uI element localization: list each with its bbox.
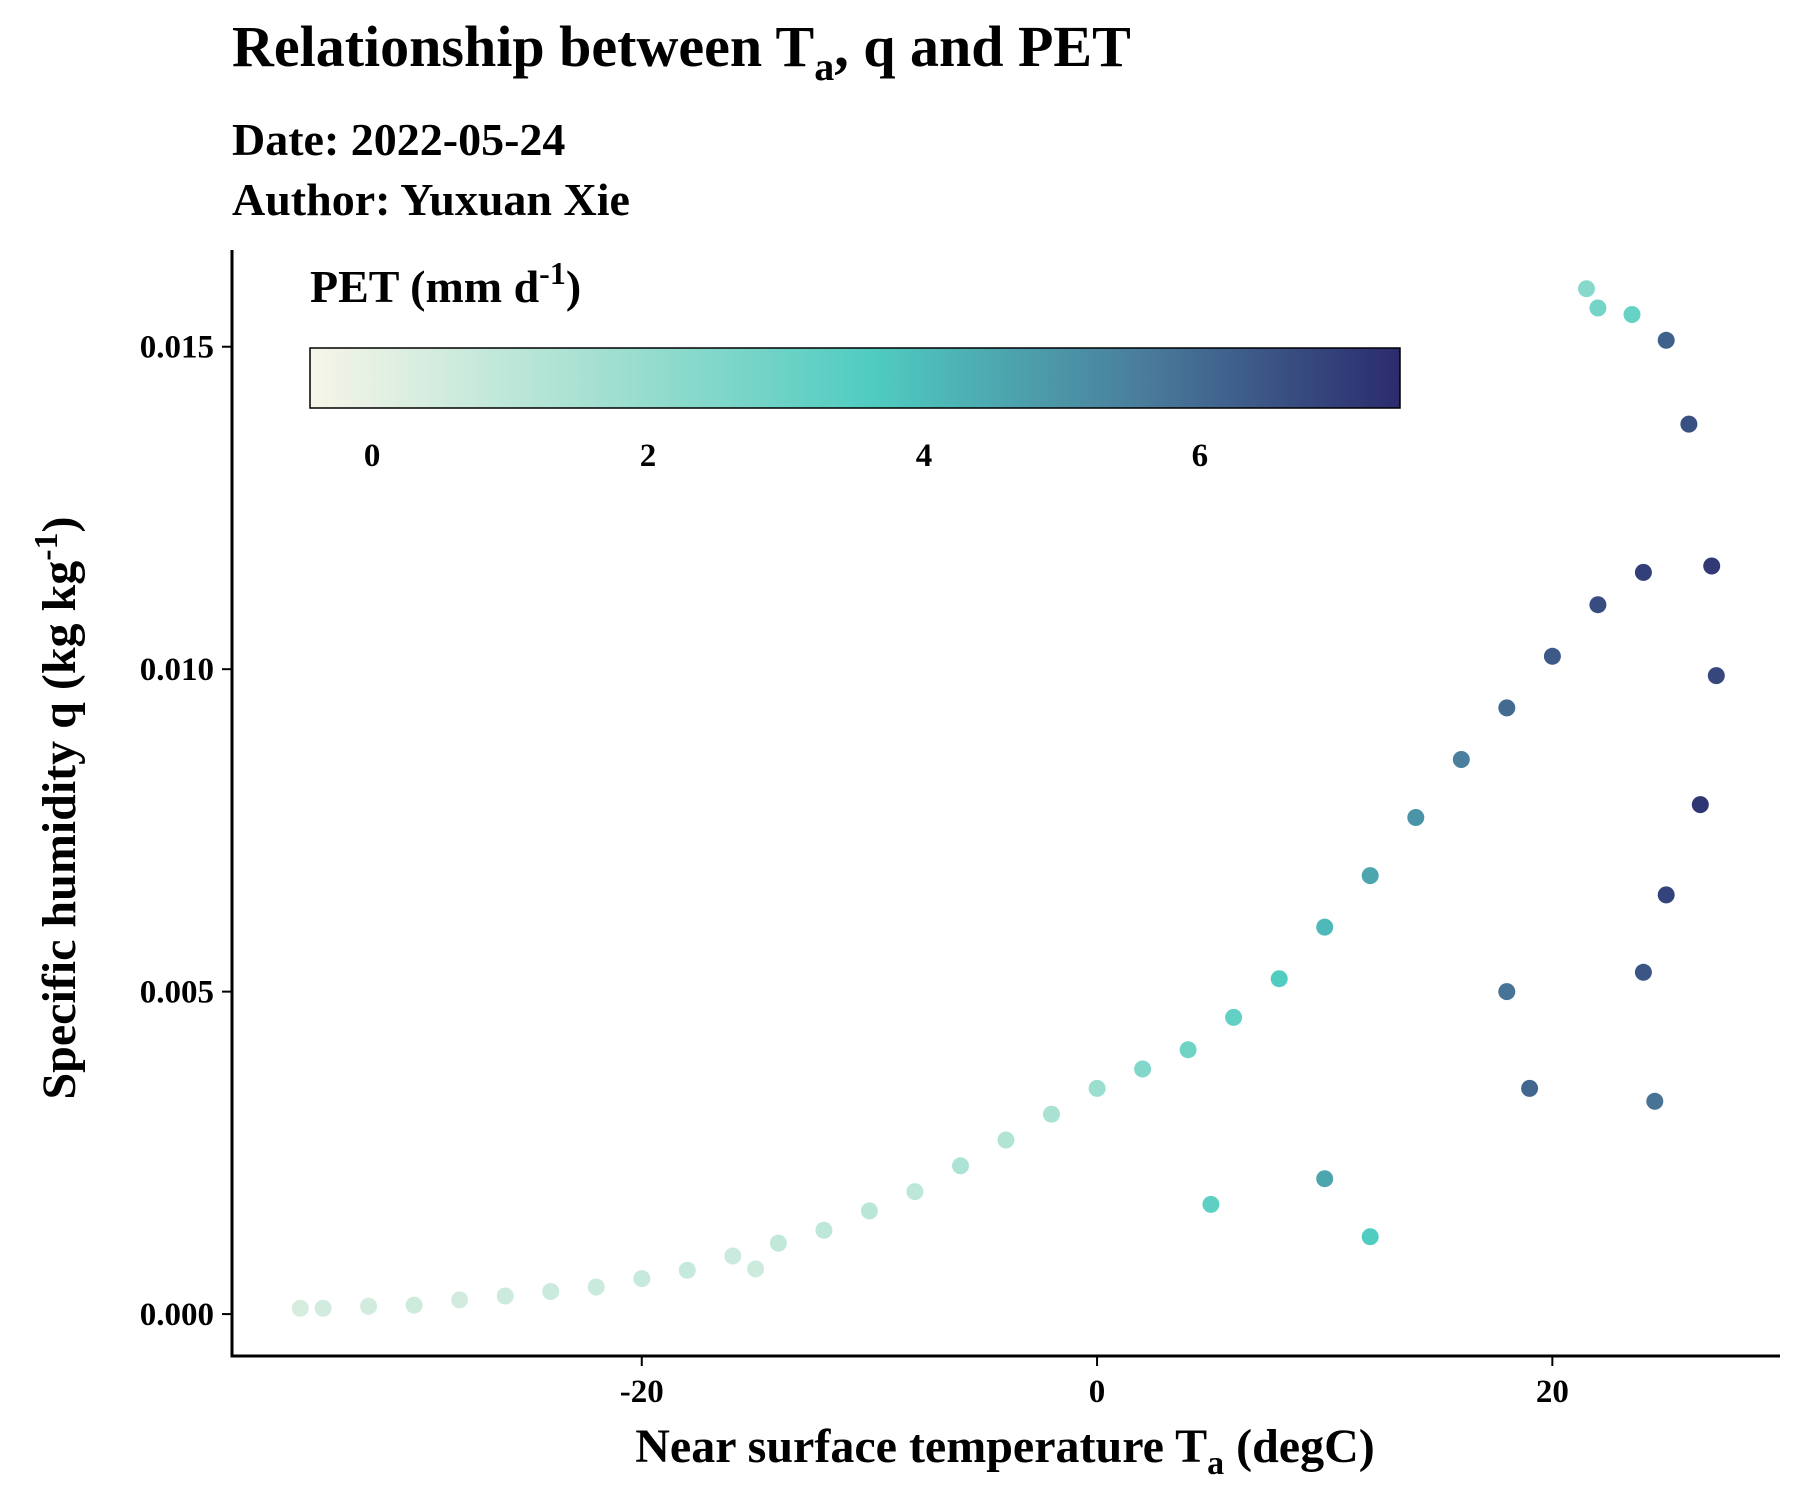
data-point: [1088, 1079, 1106, 1097]
colorbar-tick-label: 2: [640, 438, 657, 474]
data-point: [1521, 1079, 1539, 1097]
data-point: [633, 1270, 651, 1288]
data-point: [1646, 1092, 1664, 1110]
x-tick-label: 0: [1089, 1374, 1106, 1410]
data-point: [1691, 796, 1709, 814]
data-point: [1316, 1170, 1334, 1188]
data-point: [724, 1247, 742, 1265]
x-axis-ticks: -20 0 20: [620, 1356, 1569, 1410]
data-point: [1680, 415, 1698, 433]
data-point: [1543, 647, 1561, 665]
data-point: [906, 1183, 924, 1201]
data-point: [815, 1221, 833, 1239]
data-point: [1657, 886, 1675, 904]
data-point: [587, 1278, 605, 1296]
data-point: [1634, 563, 1652, 581]
data-point: [405, 1296, 423, 1314]
data-point: [1361, 867, 1379, 885]
data-point: [1452, 751, 1470, 768]
data-point: [1134, 1060, 1152, 1078]
data-point: [1657, 331, 1675, 349]
legend-title: PET (mm d-1): [310, 255, 581, 312]
data-point: [360, 1297, 378, 1315]
data-point: [1498, 983, 1516, 1001]
colorbar-ticks: 0 2 4 6: [364, 438, 1208, 474]
y-axis-ticks: 0.000 0.005 0.010 0.015: [140, 330, 232, 1333]
data-point: [1589, 596, 1607, 614]
data-point: [1179, 1041, 1197, 1059]
chart-subtitle-date: Date: 2022-05-24: [232, 114, 565, 165]
data-point: [678, 1261, 696, 1279]
data-point: [1316, 918, 1334, 936]
y-tick-label: 0.015: [140, 330, 214, 366]
data-point: [1589, 299, 1607, 317]
colorbar-tick-label: 6: [1192, 438, 1209, 474]
colorbar-tick-label: 0: [364, 438, 381, 474]
data-point: [997, 1131, 1015, 1149]
data-point: [952, 1157, 969, 1175]
y-tick-label: 0.005: [140, 975, 214, 1011]
data-point: [1361, 1228, 1379, 1246]
data-point: [1202, 1195, 1220, 1213]
data-point: [451, 1291, 469, 1309]
colorbar-tick-label: 4: [916, 438, 933, 474]
data-point: [1043, 1105, 1060, 1123]
data-point: [1634, 963, 1652, 981]
data-point: [1703, 557, 1721, 575]
data-points: [291, 280, 1725, 1317]
y-tick-label: 0.010: [140, 652, 214, 688]
y-tick-label: 0.000: [140, 1297, 214, 1333]
data-point: [1407, 809, 1425, 826]
data-point: [1270, 970, 1288, 988]
data-point: [314, 1299, 332, 1317]
data-point: [1707, 667, 1725, 685]
colorbar: [309, 347, 1401, 409]
y-axis-label: Specific humidity q (kg kg-1): [28, 516, 86, 1099]
data-point: [1623, 306, 1641, 323]
x-tick-label: -20: [620, 1374, 664, 1410]
data-point: [1225, 1008, 1243, 1026]
data-point: [747, 1260, 765, 1278]
data-point: [1498, 699, 1516, 717]
x-tick-label: 20: [1536, 1374, 1569, 1410]
data-point: [860, 1202, 878, 1220]
data-point: [496, 1287, 514, 1305]
chart-subtitle-author: Author: Yuxuan Xie: [232, 174, 630, 225]
data-point: [291, 1299, 309, 1317]
x-axis-label: Near surface temperature Ta (degC): [635, 1420, 1374, 1482]
data-point: [542, 1283, 560, 1300]
pet-legend: PET (mm d-1) 0 2 4 6: [309, 255, 1401, 474]
data-point: [769, 1234, 787, 1252]
data-point: [1578, 280, 1595, 298]
chart-title: Relationship between Ta, q and PET: [232, 14, 1131, 89]
